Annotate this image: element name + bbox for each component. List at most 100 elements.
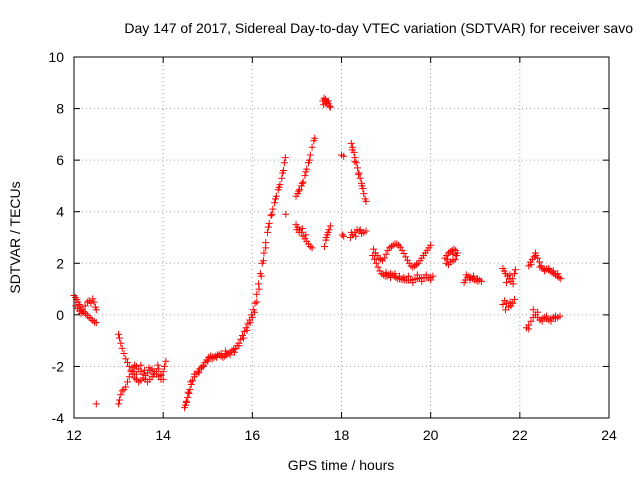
data-point — [409, 279, 417, 287]
data-point — [473, 275, 481, 283]
data-point — [529, 306, 537, 314]
data-point — [226, 351, 234, 359]
data-point — [402, 253, 410, 261]
data-point — [199, 362, 207, 370]
data-point — [115, 396, 123, 404]
data-point — [222, 347, 230, 355]
data-point — [79, 308, 87, 316]
data-point — [352, 232, 360, 240]
data-point — [302, 168, 310, 176]
data-point — [362, 197, 370, 205]
data-point — [115, 400, 123, 408]
data-point — [527, 317, 535, 325]
data-point — [219, 353, 227, 361]
data-point — [534, 308, 542, 316]
data-point — [444, 255, 452, 263]
data-point — [548, 268, 556, 276]
data-point — [131, 374, 139, 382]
data-point — [187, 378, 195, 386]
data-point — [358, 182, 366, 190]
x-tick-label: 20 — [423, 427, 439, 443]
data-point — [213, 353, 221, 361]
data-point — [296, 186, 304, 194]
data-point — [555, 273, 563, 281]
data-point — [278, 174, 286, 182]
data-point — [547, 317, 555, 325]
data-point — [92, 319, 100, 327]
data-point — [298, 179, 306, 187]
data-point — [413, 271, 421, 279]
data-point — [117, 339, 125, 347]
data-point — [509, 280, 517, 288]
data-point — [466, 276, 474, 284]
data-point — [195, 369, 203, 377]
data-point — [124, 359, 131, 367]
y-tick-label: -2 — [52, 358, 65, 374]
data-point — [85, 313, 93, 321]
data-point — [243, 326, 251, 334]
data-point — [556, 312, 564, 320]
data-point — [159, 375, 167, 383]
data-point — [221, 352, 229, 360]
data-point — [403, 256, 411, 264]
data-point — [396, 243, 404, 251]
data-point — [450, 245, 458, 253]
y-tick-label: 0 — [56, 307, 64, 323]
data-point — [251, 308, 259, 316]
plot-frame — [73, 56, 610, 419]
data-point — [251, 299, 259, 307]
data-point — [354, 170, 362, 178]
data-point — [282, 210, 290, 218]
data-point — [155, 365, 163, 373]
data-point — [280, 159, 288, 167]
data-point — [382, 268, 390, 276]
data-point — [352, 159, 360, 167]
data-point — [190, 370, 198, 378]
data-point — [324, 228, 332, 236]
y-tick-label: 8 — [56, 101, 64, 117]
y-tick-label: 6 — [56, 152, 64, 168]
data-point — [269, 205, 277, 213]
data-point — [117, 391, 125, 399]
data-point — [185, 390, 193, 398]
data-point — [502, 279, 510, 287]
data-point — [92, 306, 100, 314]
data-point — [325, 102, 333, 110]
data-point — [356, 174, 364, 182]
data-point — [374, 263, 382, 271]
data-point — [87, 299, 95, 307]
data-point — [360, 190, 368, 198]
data-point — [208, 355, 216, 363]
data-point — [306, 243, 314, 251]
data-point — [338, 231, 346, 239]
data-point — [118, 387, 126, 395]
data-point — [302, 231, 310, 239]
data-point — [91, 318, 99, 326]
data-point — [427, 241, 435, 249]
data-point — [380, 254, 388, 262]
data-point — [340, 152, 348, 160]
data-point — [506, 271, 514, 279]
data-point — [122, 383, 130, 391]
data-point — [527, 261, 535, 269]
data-point — [301, 172, 309, 180]
data-point — [510, 270, 518, 278]
data-point — [77, 310, 85, 318]
data-point — [246, 319, 254, 327]
data-point — [502, 299, 510, 307]
data-point — [453, 252, 461, 260]
data-point — [217, 350, 225, 358]
data-point — [89, 317, 97, 325]
data-point — [400, 249, 408, 257]
data-point — [382, 250, 390, 258]
data-point — [326, 222, 334, 230]
data-point — [263, 228, 271, 236]
y-tick-label: -4 — [52, 410, 65, 426]
x-tick-label: 14 — [155, 427, 171, 443]
data-point — [295, 228, 303, 236]
data-point — [429, 272, 437, 280]
data-point — [549, 267, 557, 275]
x-axis-label: GPS time / hours — [288, 457, 395, 473]
data-point — [531, 249, 539, 257]
